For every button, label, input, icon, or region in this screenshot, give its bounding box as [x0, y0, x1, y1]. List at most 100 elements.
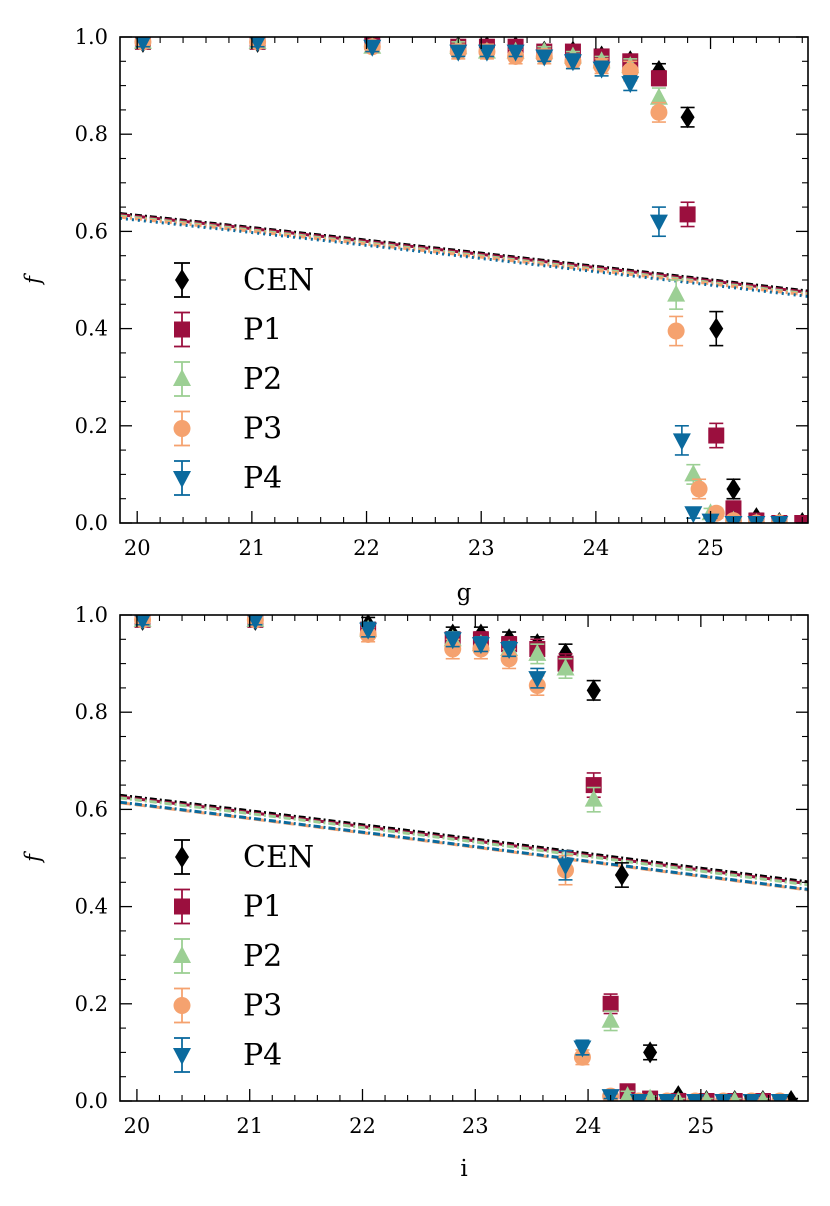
marker-p4 — [477, 44, 496, 62]
y-tick-label: 0.4 — [75, 317, 108, 341]
legend-item-cen: CEN — [174, 839, 314, 875]
marker-p2 — [584, 789, 603, 807]
legend-label-p2: P2 — [243, 939, 282, 974]
x-tick-label: 24 — [575, 1114, 602, 1138]
marker-cen — [586, 679, 601, 702]
point-p3 — [667, 315, 685, 347]
x-tick-label: 25 — [697, 536, 724, 560]
point-cen — [709, 310, 724, 347]
legend-label-p3: P3 — [243, 989, 282, 1024]
legend-marker-p4 — [173, 471, 191, 488]
y-tick-label: 0.6 — [75, 219, 108, 243]
axis-ticks-bottom: 20 21 22 23 24 25 0.0 0.2 0.4 0.6 0.8 1.0 — [75, 603, 808, 1138]
point-p4 — [592, 60, 611, 79]
legend-marker-p3 — [173, 997, 191, 1014]
point-p1 — [650, 70, 667, 87]
marker-p4 — [770, 1094, 789, 1101]
legend-item-p1: P1 — [174, 888, 282, 925]
marker-p4 — [672, 433, 691, 451]
point-p4 — [629, 1094, 648, 1101]
legend-label-p1: P1 — [243, 313, 282, 348]
marker-p4 — [658, 1094, 677, 1101]
legend-item-p2: P2 — [173, 938, 282, 974]
axis-ticks-top: 20 21 22 23 24 25 0.0 0.2 0.4 0.6 0.8 1.0 — [75, 25, 808, 560]
point-p4 — [672, 424, 691, 456]
legend-label-p4: P4 — [243, 1038, 282, 1073]
y-tick-label: 0.2 — [75, 414, 108, 438]
marker-p4 — [249, 37, 266, 52]
point-p2 — [556, 657, 575, 679]
marker-p4 — [742, 1094, 761, 1101]
marker-p4 — [449, 44, 468, 62]
point-p4 — [134, 615, 151, 630]
marker-p4 — [247, 615, 264, 630]
marker-p4 — [363, 39, 382, 57]
point-p2 — [528, 643, 547, 665]
legend-label-p3: P3 — [243, 412, 282, 447]
marker-p2 — [729, 1091, 740, 1101]
point-p4 — [742, 1094, 761, 1101]
marker-p1 — [679, 206, 696, 223]
point-p4 — [658, 1094, 677, 1101]
point-p4 — [135, 37, 151, 52]
marker-p2 — [649, 87, 668, 105]
point-p1 — [708, 422, 725, 449]
legend-label-p2: P2 — [243, 362, 282, 397]
marker-p4 — [471, 637, 490, 655]
point-p4 — [363, 39, 382, 57]
point-cen — [586, 679, 601, 702]
y-tick-label: 0.2 — [75, 992, 108, 1016]
data-points-top — [133, 37, 808, 523]
top-panel: 20 21 22 23 24 25 0.0 0.2 0.4 0.6 0.8 1.0 CEN P1 P2 P3… — [21, 25, 809, 606]
fit-curve-p2 — [120, 796, 808, 887]
point-p3 — [650, 101, 668, 123]
marker-p4 — [556, 858, 575, 876]
point-p2 — [584, 786, 603, 813]
marker-p4 — [621, 76, 640, 94]
point-p4 — [506, 44, 525, 62]
legend-label-cen: CEN — [243, 263, 314, 298]
point-p4 — [686, 1094, 705, 1101]
legend-marker-p3 — [173, 420, 191, 437]
fit-curve-cen — [120, 793, 808, 884]
point-p4 — [500, 640, 519, 660]
legend-item-p2: P2 — [173, 361, 282, 397]
marker-p1 — [585, 777, 602, 794]
y-tick-label: 1.0 — [75, 603, 108, 627]
point-p1 — [679, 201, 696, 228]
point-p4 — [573, 1039, 592, 1058]
y-tick-label: 0.4 — [75, 895, 108, 919]
bottom-panel: 20 21 22 23 24 25 0.0 0.2 0.4 0.6 0.8 1.0 CEN P1 P2 P3… — [21, 603, 809, 1182]
marker-p3 — [650, 103, 668, 121]
marker-p3 — [667, 322, 685, 340]
marker-p2 — [528, 643, 547, 661]
point-p4 — [563, 53, 582, 72]
marker-p4 — [135, 37, 151, 52]
legend-marker-p2 — [173, 946, 191, 963]
marker-p4 — [535, 49, 554, 67]
marker-p1 — [725, 500, 742, 517]
y-tick-label: 0.8 — [75, 122, 108, 146]
marker-p1 — [602, 995, 619, 1012]
marker-p4 — [359, 622, 378, 640]
legend-marker-p4 — [173, 1048, 191, 1065]
marker-p2 — [684, 464, 703, 482]
x-tick-label: 22 — [349, 1114, 376, 1138]
x-tick-label: 24 — [582, 536, 609, 560]
marker-cen — [614, 864, 629, 887]
x-tick-label: 23 — [468, 536, 495, 560]
legend-marker-cen — [175, 846, 189, 868]
legend-item-p3: P3 — [173, 410, 282, 447]
marker-p2 — [556, 658, 575, 676]
legend-bottom: CEN P1 P2 P3 P4 — [173, 839, 314, 1073]
legend-marker-p1 — [174, 321, 190, 338]
legend-item-p1: P1 — [174, 311, 282, 348]
marker-p4 — [528, 671, 547, 689]
y-tick-label: 0.0 — [75, 1089, 108, 1113]
legend-marker-p1 — [174, 898, 190, 915]
point-p4 — [249, 37, 266, 52]
point-p4 — [247, 615, 264, 630]
point-p2 — [667, 279, 686, 310]
marker-p2 — [643, 1088, 657, 1101]
